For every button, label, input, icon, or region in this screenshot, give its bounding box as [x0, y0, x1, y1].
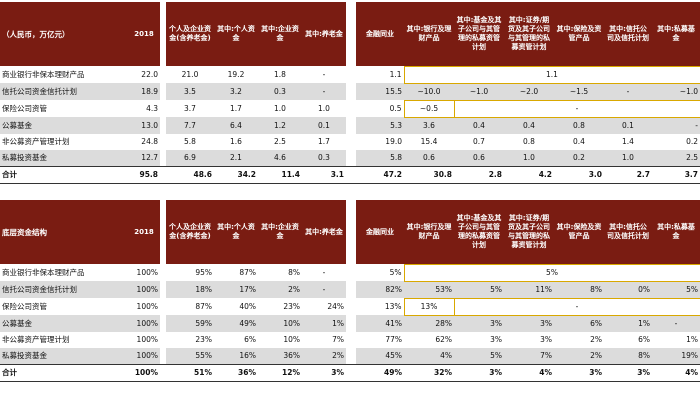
table-row: 保险公司资管 4.3 3.7 1.7 1.0 1.0 0.5 ~0.5 -: [0, 99, 700, 118]
header-year: 2018: [128, 2, 160, 66]
table-row: 私募投资基金 100% 55% 16% 36% 2% 45% 4% 5% 7% …: [0, 347, 700, 364]
header-of-corporate: 其中:企业资金: [258, 2, 302, 66]
header-of-insurance: 其中:保险及资管产品: [554, 200, 604, 264]
table-row: 保险公司资管 100% 87% 40% 23% 24% 13% 13% -: [0, 297, 700, 316]
header-financial: 金融同业: [356, 2, 404, 66]
header-of-corporate: 其中:企业资金: [258, 200, 302, 264]
header-of-fund: 其中:基金及其子公司与其管理的私募资管计划: [454, 200, 504, 264]
table-row: 公募基金 100% 59% 49% 10% 1% 41% 28% 3% 3% 6…: [0, 315, 700, 332]
merged-cell: -: [453, 99, 700, 118]
header-of-bank: 其中:银行及理财产品: [404, 2, 454, 66]
table-row-total: 合计 100% 51% 36% 12% 3% 49% 32% 3% 4% 3% …: [0, 363, 700, 382]
table-row: 公募基金 13.0 7.7 6.4 1.2 0.1 5.3 3.6 0.4 0.…: [0, 117, 700, 134]
table-row: 商业银行非保本理财产品 22.0 21.0 19.2 1.8 - 1.1 1.1: [0, 65, 700, 84]
header-label: （人民币，万亿元）: [0, 2, 128, 66]
header-of-personal: 其中:个人资金: [214, 2, 258, 66]
header-label: 底层资金结构: [0, 200, 128, 264]
header-of-bank: 其中:银行及理财产品: [404, 200, 454, 264]
header-of-trust: 其中:信托公司及信托计划: [604, 2, 652, 66]
table-row: 信托公司资金信托计划 18.9 3.5 3.2 0.3 - 15.5 ~10.0…: [0, 83, 700, 100]
header-individual: 个人及企业资金(含养老金): [166, 2, 214, 66]
header-of-securities: 其中:证券/期货及其子公司与其管理的私募资管计划: [504, 2, 554, 66]
table-row: 信托公司资金信托计划 100% 18% 17% 2% - 82% 53% 5% …: [0, 281, 700, 298]
header-financial: 金融同业: [356, 200, 404, 264]
header-of-fund: 其中:基金及其子公司与其管理的私募资管计划: [454, 2, 504, 66]
header-of-trust: 其中:信托公司及信托计划: [604, 200, 652, 264]
merged-cell: -: [453, 297, 700, 316]
table-row-total: 合计 95.8 48.6 34.2 11.4 3.1 47.2 30.8 2.8…: [0, 165, 700, 184]
header-of-private: 其中:私募基金: [652, 200, 700, 264]
merged-cell: 1.1: [403, 65, 700, 84]
header-of-securities: 其中:证券/期货及其子公司与其管理的私募资管计划: [504, 200, 554, 264]
table-row: 商业银行非保本理财产品 100% 95% 87% 8% - 5% 5%: [0, 263, 700, 282]
table-amounts: （人民币，万亿元） 2018 个人及企业资金(含养老金) 其中:个人资金 其中:…: [0, 2, 700, 184]
table-row: 私募投资基金 12.7 6.9 2.1 4.6 0.3 5.8 0.6 0.6 …: [0, 149, 700, 166]
header-individual: 个人及企业资金(含养老金): [166, 200, 214, 264]
table-row: 非公募资产管理计划 100% 23% 6% 10% 7% 77% 62% 3% …: [0, 331, 700, 348]
header-year: 2018: [128, 200, 160, 264]
header-of-insurance: 其中:保险及资管产品: [554, 2, 604, 66]
table-structure: 底层资金结构 2018 个人及企业资金(含养老金) 其中:个人资金 其中:企业资…: [0, 200, 700, 382]
header-of-personal: 其中:个人资金: [214, 200, 258, 264]
merged-cell: 5%: [403, 263, 700, 282]
header-of-pension: 其中:养老金: [302, 200, 346, 264]
header-of-pension: 其中:养老金: [302, 2, 346, 66]
table-row: 非公募资产管理计划 24.8 5.8 1.6 2.5 1.7 19.0 15.4…: [0, 133, 700, 150]
header-of-private: 其中:私募基金: [652, 2, 700, 66]
